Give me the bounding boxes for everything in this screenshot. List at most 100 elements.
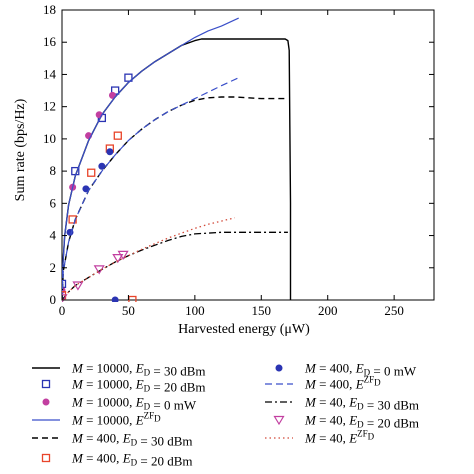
legend-label-part: E: [355, 377, 364, 392]
legend-label-part: M: [71, 395, 84, 410]
data-point: [117, 250, 129, 261]
y-tick-label: 14: [43, 66, 57, 81]
legend-label-part: E: [355, 361, 364, 376]
plot-frame: [61, 9, 435, 301]
data-point: [124, 73, 133, 82]
data-point: [108, 91, 116, 99]
legend-label-part: E: [122, 451, 131, 466]
legend-label-part: D: [154, 414, 161, 424]
legend-label-part: D: [144, 384, 151, 394]
data-point: [106, 148, 114, 156]
legend-item: M = 400, ED = 30 dBm: [32, 431, 193, 449]
y-axis-label: Sum rate (bps/Hz): [13, 98, 28, 201]
y-tick-label: 8: [50, 163, 57, 178]
legend-label-part: = 400,: [316, 361, 356, 376]
legend-swatch-marker: [41, 379, 51, 389]
x-tick-label: 0: [59, 303, 66, 318]
legend-label-part: = 0 mW: [370, 364, 417, 379]
legend-label: M = 10000, ED = 30 dBm: [71, 361, 206, 379]
legend-label-part: = 20 dBm: [150, 380, 205, 395]
legend-label-part: E: [348, 431, 357, 446]
series-group: [62, 17, 292, 302]
legend-label-part: = 10000,: [83, 377, 136, 392]
legend-label: M = 10000, EZFD: [71, 411, 161, 428]
legend-label: M = 10000, ED = 20 dBm: [71, 377, 206, 395]
series-line: [62, 17, 239, 301]
legend-item: M = 40, EZFD: [265, 429, 375, 446]
legend-label-part: = 30 dBm: [364, 398, 419, 413]
data-point: [62, 279, 67, 289]
legend-label-part: = 400,: [83, 431, 123, 446]
legend-label-part: E: [135, 377, 144, 392]
legend-label-part: E: [135, 361, 144, 376]
plot-area: [61, 9, 435, 302]
legend-label: M = 400, EZFD: [304, 375, 381, 392]
legend-label-part: D: [144, 402, 151, 412]
legend-label-part: E: [348, 413, 357, 428]
y-tick-label: 18: [43, 2, 56, 17]
series-line: [62, 38, 292, 301]
series-0: [62, 38, 292, 301]
legend-item: M = 10000, ED = 20 dBm: [41, 377, 206, 395]
legend-label: M = 40, EZFD: [304, 429, 375, 446]
legend-label-part: D: [131, 458, 138, 468]
legend-label-part: D: [368, 432, 375, 442]
x-tick-label: 100: [185, 303, 205, 318]
legend-label-part: M: [304, 361, 317, 376]
series-7: [62, 77, 239, 301]
series-10: [62, 217, 235, 301]
legend-label-part: ZF: [357, 429, 368, 439]
legend-label-part: M: [71, 361, 84, 376]
series-5: [62, 131, 137, 302]
legend-label-part: M: [71, 377, 84, 392]
legend-label: M = 40, ED = 20 dBm: [304, 413, 419, 431]
series-9: [62, 250, 129, 302]
legend-item: M = 400, ED = 0 mW: [275, 361, 417, 379]
data-point: [62, 294, 68, 302]
series-3: [62, 17, 239, 301]
legend-label: M = 40, ED = 30 dBm: [304, 395, 419, 413]
legend-label-part: M: [304, 377, 317, 392]
series-2: [62, 91, 116, 294]
legend-label-part: E: [348, 395, 357, 410]
x-tick-label: 200: [318, 303, 338, 318]
legend-item: M = 10000, ED = 30 dBm: [32, 361, 206, 379]
legend-label: M = 400, ED = 0 mW: [304, 361, 417, 379]
y-axis-ticks: 0 2 4 6 8 10 12 14 16 18: [43, 2, 434, 307]
x-tick-label: 50: [122, 303, 135, 318]
legend-label: M = 400, ED = 30 dBm: [71, 431, 193, 449]
legend-label-part: D: [364, 368, 371, 378]
data-point: [112, 254, 124, 264]
data-point: [113, 131, 122, 140]
legend-label-part: = 400,: [316, 377, 356, 392]
y-tick-label: 16: [43, 34, 57, 49]
legend-label-part: E: [122, 431, 131, 446]
legend-label-part: = 10000,: [83, 361, 136, 376]
legend-item: M = 40, ED = 20 dBm: [273, 413, 419, 431]
legend-label-part: = 20 dBm: [137, 454, 192, 469]
data-point: [72, 281, 84, 291]
legend-item: M = 10000, EZFD: [32, 411, 161, 428]
series-line: [62, 231, 288, 301]
legend-swatch-marker: [42, 398, 50, 406]
y-tick-label: 2: [50, 260, 57, 275]
legend-label-part: = 30 dBm: [137, 434, 192, 449]
series-line: [62, 217, 235, 301]
x-axis-ticks: 0 50 100 150 200 250: [59, 10, 404, 318]
y-tick-label: 10: [43, 131, 56, 146]
legend-label-part: = 10000,: [83, 395, 136, 410]
series-line: [62, 77, 239, 301]
legend-label-part: M: [304, 395, 317, 410]
y-tick-label: 6: [50, 195, 57, 210]
legend-label-part: = 400,: [83, 451, 123, 466]
legend-item: M = 40, ED = 30 dBm: [265, 395, 419, 413]
legend-label-part: = 10000,: [83, 413, 136, 428]
legend-label-part: ZF: [364, 375, 375, 385]
legend-label-part: = 30 dBm: [150, 364, 205, 379]
legend-item: M = 400, ED = 20 dBm: [41, 451, 193, 469]
legend-label-part: M: [71, 431, 84, 446]
legend-label-part: M: [71, 413, 84, 428]
legend-label-part: = 40,: [316, 413, 349, 428]
legend-label-part: D: [374, 378, 381, 388]
